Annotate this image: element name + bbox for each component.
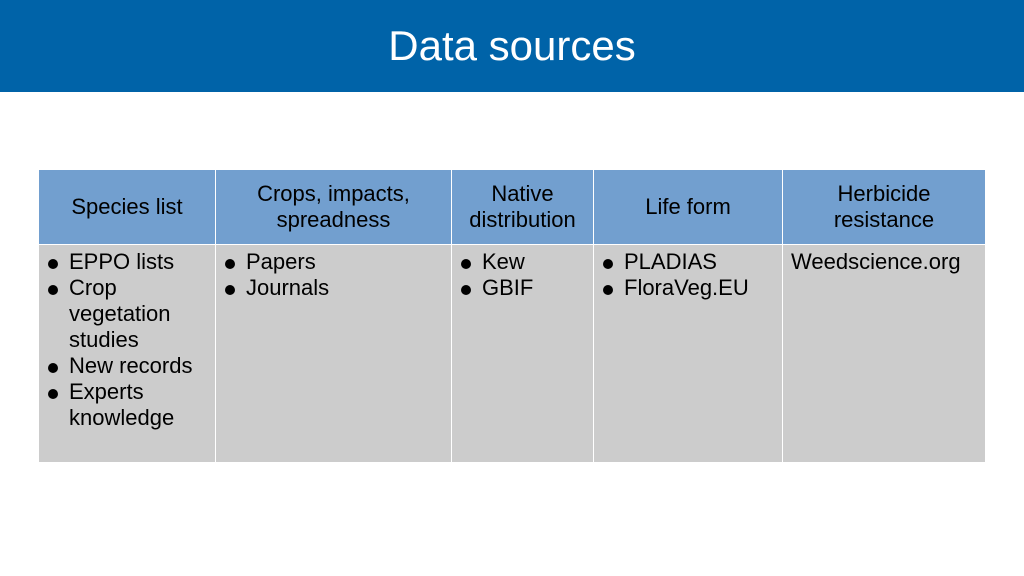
data-sources-table: Species list Crops, impacts, spreadness … <box>38 169 986 463</box>
bullet-icon <box>48 389 58 399</box>
cell-native-distribution: Kew GBIF <box>451 244 594 463</box>
cell-crops-impacts: Papers Journals <box>215 244 452 463</box>
bullet-icon <box>48 259 58 269</box>
species-list-items: EPPO lists Crop vegetation studies New r… <box>47 249 209 431</box>
cell-herbicide-resistance: Weedscience.org <box>782 244 986 463</box>
list-item: Papers <box>224 249 445 275</box>
header-species-list: Species list <box>38 169 216 245</box>
native-distribution-items: Kew GBIF <box>460 249 587 301</box>
bullet-icon <box>603 259 613 269</box>
cell-species-list: EPPO lists Crop vegetation studies New r… <box>38 244 216 463</box>
header-herbicide-resistance: Herbicide resistance <box>782 169 986 245</box>
list-item: FloraVeg.EU <box>602 275 776 301</box>
bullet-icon <box>48 363 58 373</box>
list-item: PLADIAS <box>602 249 776 275</box>
life-form-items: PLADIAS FloraVeg.EU <box>602 249 776 301</box>
bullet-icon <box>225 259 235 269</box>
list-item: Kew <box>460 249 587 275</box>
crops-impacts-items: Papers Journals <box>224 249 445 301</box>
header-crops-impacts: Crops, impacts, spreadness <box>215 169 452 245</box>
list-item: EPPO lists <box>47 249 209 275</box>
list-item: GBIF <box>460 275 587 301</box>
slide-title: Data sources <box>388 22 636 69</box>
header-life-form: Life form <box>593 169 783 245</box>
bullet-icon <box>603 285 613 295</box>
bullet-icon <box>461 259 471 269</box>
cell-life-form: PLADIAS FloraVeg.EU <box>593 244 783 463</box>
list-item: Crop vegetation studies <box>47 275 209 353</box>
bullet-icon <box>461 285 471 295</box>
table-header-row: Species list Crops, impacts, spreadness … <box>38 169 986 245</box>
list-item: Journals <box>224 275 445 301</box>
list-item: New records <box>47 353 209 379</box>
title-bar: Data sources <box>0 0 1024 92</box>
bullet-icon <box>225 285 235 295</box>
table-body-row: EPPO lists Crop vegetation studies New r… <box>38 244 986 463</box>
list-item: Experts knowledge <box>47 379 209 431</box>
header-native-distribution: Native distribution <box>451 169 594 245</box>
bullet-icon <box>48 285 58 295</box>
herbicide-resistance-source: Weedscience.org <box>791 249 961 274</box>
